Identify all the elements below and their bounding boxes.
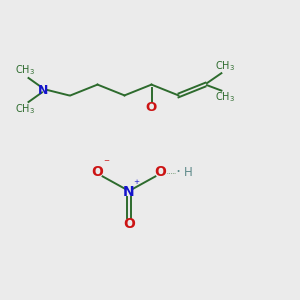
Text: CH$_3$: CH$_3$ (15, 64, 35, 77)
Text: $^{-}$: $^{-}$ (103, 158, 111, 168)
Text: O: O (123, 217, 135, 230)
Text: ·: · (175, 165, 180, 180)
Text: O: O (146, 101, 157, 114)
Text: CH$_3$: CH$_3$ (15, 103, 35, 116)
Text: CH$_3$: CH$_3$ (215, 90, 235, 104)
Text: H: H (184, 166, 193, 179)
Text: O: O (92, 166, 104, 179)
Text: CH$_3$: CH$_3$ (215, 60, 235, 74)
Text: N: N (123, 185, 135, 199)
Text: N: N (38, 83, 49, 97)
Text: O: O (154, 166, 166, 179)
Text: $^{+}$: $^{+}$ (134, 179, 141, 189)
